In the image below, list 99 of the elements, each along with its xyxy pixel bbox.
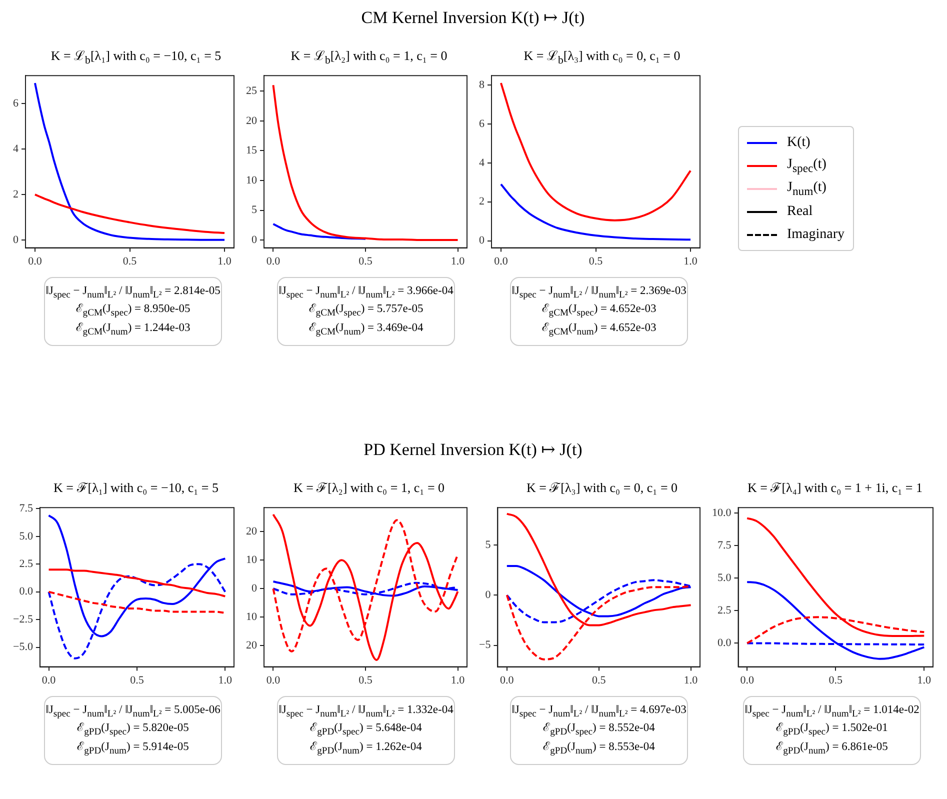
text: ℰ$_{gPD}$(J$_{num}$) = 5.914e-05 — [76, 740, 190, 758]
y-tick-label: 10 — [246, 174, 258, 186]
y-tick-label: 4 — [13, 142, 19, 155]
y-tick-label: 4 — [479, 156, 485, 169]
y-tick-label: 0.0 — [19, 586, 34, 598]
text: ℰ$_{gCM}$(J$_{spec}$) = 4.652e-03 — [540, 302, 658, 321]
y-tick-label: 0 — [485, 589, 492, 602]
text: ℰ$_{gPD}$(J$_{num}$) = 6.861e-05 — [775, 740, 889, 758]
text: ℰ$_{gCM}$(J$_{num}$) = 3.469e-04 — [308, 320, 424, 339]
x-tick-label: 0.0 — [266, 674, 281, 686]
text: ‖J$_{spec}$ − J$_{num}$‖$_{L²}$ / ‖J$_{num}$‖$_{L²}$ = 3.966e-04 — [278, 285, 454, 300]
y-tick-label: 5.0 — [19, 530, 34, 542]
y-tick-label: 0 — [479, 234, 485, 247]
chart-title: K = ℒ$_{b}$[λ₃] with c₀ = 0, c₁ = 0 — [522, 47, 682, 67]
x-tick-label: 0.5 — [130, 674, 144, 686]
text: ℰ$_{gPD}$(J$_{spec}$) = 8.552e-04 — [542, 721, 656, 740]
y-tick-label: 0 — [252, 582, 258, 595]
y-tick-label: 0.0 — [718, 637, 732, 650]
y-tick-label: 15 — [246, 144, 258, 157]
y-tick-label: 6 — [479, 118, 485, 130]
y-tick-label: 2 — [13, 188, 18, 200]
text: ℰ$_{gCM}$(J$_{num}$) = 1.244e-03 — [74, 320, 192, 339]
y-tick-label: 2 — [479, 196, 484, 208]
text: ℰ$_{gCM}$(J$_{spec}$) = 5.757e-05 — [308, 302, 424, 321]
y-tick-label: 8 — [479, 78, 485, 91]
y-tick-label: 2.5 — [718, 604, 732, 617]
x-tick-label: 0.0 — [42, 674, 56, 686]
x-tick-label: 0.0 — [266, 255, 281, 268]
x-tick-label: 0.0 — [494, 255, 508, 268]
y-tick-label: 0 — [13, 234, 19, 246]
chart-title: K = ℒ$_{b}$[λ₁] with c₀ = −10, c₁ = 5 — [50, 47, 222, 67]
text: ‖J$_{spec}$ − J$_{num}$‖$_{L²}$ / ‖J$_{num}$‖$_{L²}$ = 1.014e-02 — [744, 704, 920, 720]
y-tick-label: 20 — [246, 640, 258, 652]
y-tick-label: 5.0 — [718, 572, 732, 584]
text: ℰ$_{gCM}$(J$_{num}$) = 4.652e-03 — [540, 320, 658, 339]
x-tick-label: 1.0 — [218, 674, 233, 686]
x-tick-label: 1.0 — [450, 255, 466, 268]
y-tick-label: 10 — [246, 554, 258, 566]
line-series — [272, 222, 366, 240]
y-tick-label: −2.5 — [12, 613, 34, 626]
y-tick-label: −5.0 — [12, 641, 34, 654]
chart-title: K = ℱ[λ₄] with c₀ = 1 + 1i, c₁ = 1 — [746, 479, 924, 497]
x-tick-label: 1.0 — [684, 255, 698, 268]
y-tick-label: 2.5 — [19, 558, 34, 570]
line-series — [500, 183, 692, 241]
legend-label: J$_{num}$(t) — [787, 180, 826, 198]
legend-label: Real — [787, 204, 813, 220]
line-series — [48, 568, 226, 598]
text: ‖J$_{spec}$ − J$_{num}$‖$_{L²}$ / ‖J$_{num}$‖$_{L²}$ = 2.369e-03 — [512, 285, 686, 300]
text: ‖J$_{spec}$ − J$_{num}$‖$_{L²}$ / ‖J$_{num}$‖$_{L²}$ = 4.697e-03 — [512, 704, 686, 720]
legend-label: K(t) — [787, 134, 810, 150]
y-tick-label: 10 — [246, 611, 258, 624]
text: ‖J$_{spec}$ − J$_{num}$‖$_{L²}$ / ‖J$_{num}$‖$_{L²}$ = 1.332e-04 — [278, 704, 454, 720]
legend-label: Imaginary — [787, 226, 845, 242]
text: CM Kernel Inversion K(t) ↦ J(t) — [360, 8, 586, 28]
y-tick-label: 20 — [246, 525, 258, 538]
text: ℰ$_{gPD}$(J$_{num}$) = 1.262e-04 — [309, 740, 423, 758]
y-tick-label: 0 — [252, 234, 258, 246]
line-series — [272, 84, 459, 242]
x-tick-label: 0.5 — [588, 255, 604, 268]
text: ‖J$_{spec}$ − J$_{num}$‖$_{L²}$ / ‖J$_{num}$‖$_{L²}$ = 5.005e-06 — [46, 704, 220, 720]
line-series — [34, 194, 226, 234]
text: ℰ$_{gPD}$(J$_{spec}$) = 1.502e-01 — [775, 721, 889, 740]
y-tick-label: 20 — [246, 114, 258, 127]
legend-label: J$_{spec}$(t) — [787, 156, 826, 174]
x-tick-label: 0.0 — [740, 674, 754, 686]
x-tick-label: 0.0 — [28, 255, 42, 268]
x-tick-label: 1.0 — [684, 674, 698, 686]
y-tick-label: −5 — [478, 639, 492, 652]
line-series — [34, 82, 226, 241]
line-series — [48, 590, 226, 614]
text: ℰ$_{gCM}$(J$_{spec}$) = 8.950e-05 — [74, 302, 192, 321]
text: PD Kernel Inversion K(t) ↦ J(t) — [362, 440, 584, 460]
x-tick-label: 0.5 — [358, 674, 373, 686]
x-tick-label: 0.5 — [592, 674, 606, 686]
text: ‖J$_{spec}$ − J$_{num}$‖$_{L²}$ / ‖J$_{num}$‖$_{L²}$ = 2.814e-05 — [46, 285, 220, 300]
y-tick-label: 25 — [246, 84, 258, 97]
text: ℰ$_{gPD}$(J$_{spec}$) = 5.820e-05 — [76, 721, 190, 740]
line-series — [746, 580, 926, 660]
x-tick-label: 0.0 — [500, 674, 514, 686]
text: ℰ$_{gPD}$(J$_{spec}$) = 5.648e-04 — [309, 721, 423, 740]
chart-title: K = ℱ[λ₃] with c₀ = 0, c₁ = 0 — [525, 479, 679, 497]
x-tick-label: 1.0 — [218, 255, 232, 268]
x-tick-label: 0.5 — [358, 255, 373, 268]
x-tick-label: 1.0 — [450, 674, 466, 686]
x-tick-label: 0.5 — [828, 674, 843, 686]
chart-title: K = ℱ[λ₂] with c₀ = 1, c₁ = 0 — [292, 479, 446, 497]
y-tick-label: 7.5 — [718, 539, 732, 552]
y-tick-label: 10.0 — [712, 506, 732, 519]
y-tick-label: 5 — [252, 204, 258, 216]
chart-title: K = ℒ$_{b}$[λ₂] with c₀ = 1, c₁ = 0 — [290, 47, 448, 67]
x-tick-label: 1.0 — [917, 674, 932, 686]
text: ℰ$_{gPD}$(J$_{num}$) = 8.553e-04 — [542, 740, 656, 758]
x-tick-label: 0.5 — [122, 255, 138, 268]
line-series — [500, 82, 692, 222]
y-tick-label: 7.5 — [19, 502, 34, 515]
y-tick-label: 6 — [13, 97, 19, 110]
chart-title: K = ℱ[λ₁] with c₀ = −10, c₁ = 5 — [52, 479, 220, 497]
y-tick-label: 5 — [485, 538, 492, 551]
